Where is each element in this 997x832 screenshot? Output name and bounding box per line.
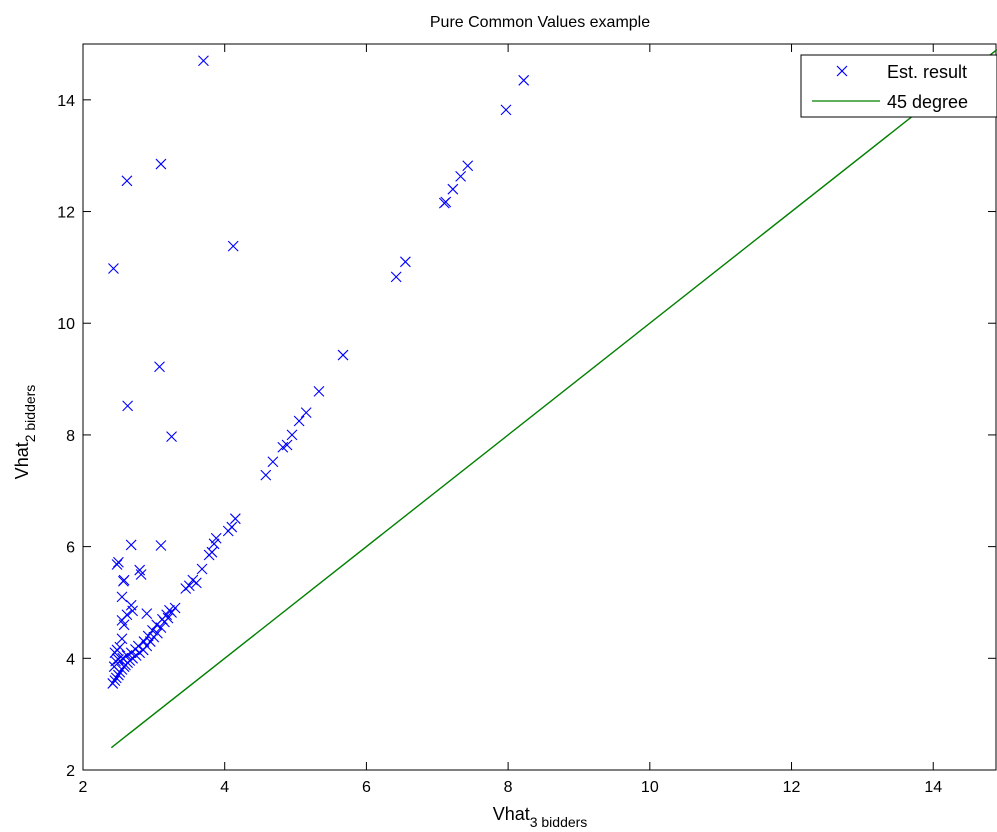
x-tick-label: 12 <box>783 779 801 796</box>
data-point <box>313 385 325 397</box>
data-point <box>260 469 272 481</box>
x-tick-label: 8 <box>504 779 513 796</box>
data-point <box>164 604 175 616</box>
data-point <box>110 655 121 667</box>
data-point <box>121 175 133 187</box>
data-point <box>300 407 312 418</box>
y-tick-label: 6 <box>66 540 75 557</box>
x-tick-label: 10 <box>641 779 659 796</box>
data-point <box>229 513 241 525</box>
data-point <box>281 439 293 451</box>
data-point <box>134 564 146 576</box>
x-axis: 2 4 6 8 10 12 14 <box>79 44 942 796</box>
x-tick-label: 2 <box>79 779 88 796</box>
data-point <box>500 104 512 116</box>
data-point <box>455 170 467 182</box>
y-tick-label: 12 <box>57 205 75 222</box>
y-tick-label: 14 <box>57 93 75 110</box>
data-point <box>118 619 130 631</box>
data-point <box>226 521 238 533</box>
data-point <box>518 74 530 86</box>
data-point <box>108 263 119 274</box>
data-point <box>116 633 128 645</box>
data-point <box>125 599 137 611</box>
y-tick-label: 4 <box>66 651 75 668</box>
legend-box <box>800 54 997 118</box>
series-line-45-degree <box>110 49 997 749</box>
y-axis: 2 4 6 8 10 12 14 <box>57 93 996 780</box>
data-point <box>198 55 209 67</box>
x-axis-label: Vhat3 bidders <box>493 804 588 830</box>
data-point <box>267 456 279 468</box>
data-point <box>125 539 137 551</box>
data-point <box>155 540 167 551</box>
y-tick-label: 10 <box>57 316 75 333</box>
y-axis-label-subscript: 2 bidders <box>22 385 38 443</box>
y-axis-label: Vhat2 bidders <box>12 385 38 480</box>
data-point <box>337 349 349 361</box>
data-point <box>390 271 402 283</box>
data-point <box>440 196 452 208</box>
data-point <box>183 580 195 592</box>
data-point <box>227 240 239 252</box>
data-point <box>138 636 150 647</box>
data-point <box>122 400 134 412</box>
data-point <box>169 602 181 614</box>
legend: Est. result 45 degree <box>800 54 997 118</box>
x-axis-label-base: Vhat <box>493 804 530 824</box>
data-point <box>141 608 153 620</box>
plot-frame <box>82 43 997 771</box>
chart-title: Pure Common Values example <box>430 14 650 31</box>
data-point <box>114 641 126 653</box>
data-point <box>116 591 128 603</box>
data-point <box>111 559 123 570</box>
data-point <box>286 429 298 441</box>
data-point <box>147 624 158 636</box>
data-point <box>208 538 220 550</box>
data-point <box>462 160 474 172</box>
data-point <box>399 256 411 268</box>
data-point <box>166 431 177 442</box>
x-tick-label: 14 <box>924 779 942 796</box>
x-tick-label: 4 <box>220 779 229 796</box>
data-point <box>155 158 167 170</box>
data-point <box>293 415 305 427</box>
data-point <box>117 575 129 587</box>
data-point <box>206 546 218 558</box>
x-axis-label-subscript: 3 bidders <box>530 814 588 830</box>
legend-label-45-degree: 45 degree <box>887 92 968 112</box>
y-tick-label: 2 <box>66 763 75 780</box>
y-tick-label: 8 <box>66 428 75 445</box>
data-point <box>132 640 144 652</box>
data-point <box>142 630 154 642</box>
data-point <box>113 654 124 665</box>
data-point <box>113 669 124 681</box>
x-tick-label: 6 <box>362 779 371 796</box>
legend-label-est-result: Est. result <box>887 62 967 82</box>
data-point <box>135 569 147 580</box>
data-point <box>196 563 208 575</box>
legend-marker-est-result <box>836 65 848 77</box>
data-point <box>152 627 163 639</box>
data-point <box>190 577 202 589</box>
data-point <box>109 675 121 687</box>
y-axis-label-base: Vhat <box>12 442 32 479</box>
plot-area <box>82 43 997 771</box>
data-point <box>210 532 222 544</box>
data-point <box>113 556 124 568</box>
data-point <box>154 361 165 373</box>
data-point <box>447 183 459 195</box>
